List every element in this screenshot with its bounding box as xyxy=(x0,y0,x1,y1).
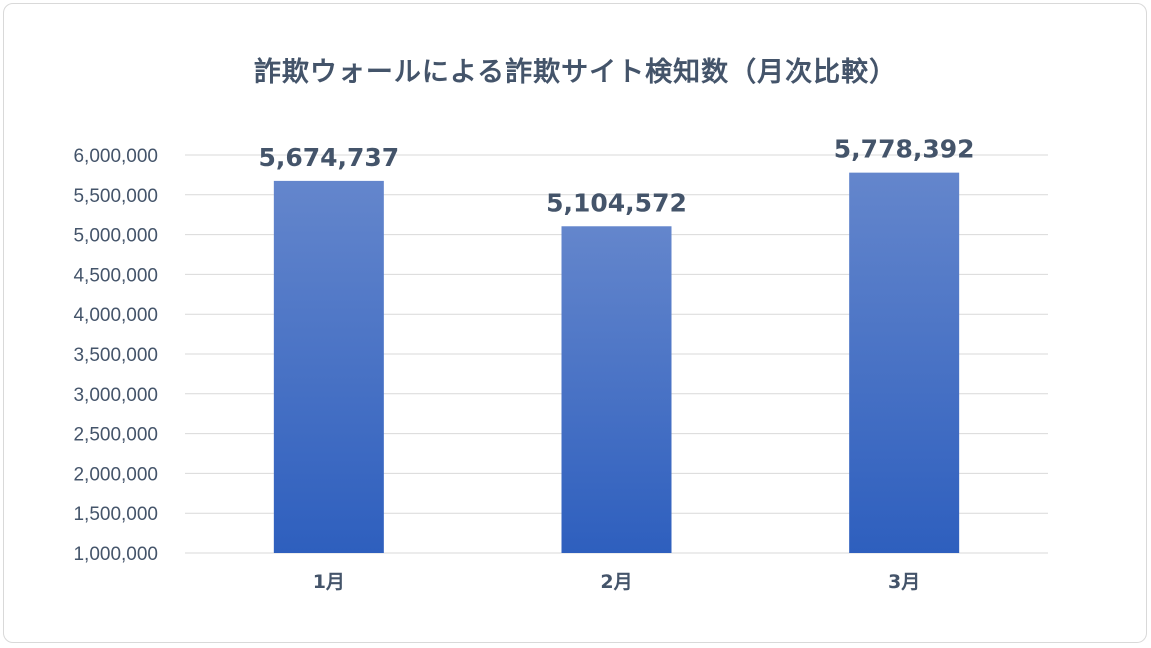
bar-data-label: 5,104,572 xyxy=(546,188,687,217)
y-tick-label: 2,500,000 xyxy=(73,425,158,446)
x-axis-categories: 1月 2月 3月 xyxy=(313,571,921,593)
y-axis-ticks: 1,000,000 1,500,000 2,000,000 2,500,000 3,00… xyxy=(73,146,158,565)
y-tick-label: 6,000,000 xyxy=(73,146,158,167)
y-tick-label: 3,500,000 xyxy=(73,345,158,366)
bar xyxy=(849,172,960,553)
y-tick-label: 5,500,000 xyxy=(73,186,158,207)
data-labels: 5,674,737 5,104,572 5,778,392 xyxy=(258,135,974,218)
y-tick-label: 2,000,000 xyxy=(73,464,158,485)
y-tick-label: 1,000,000 xyxy=(73,544,158,565)
y-tick-label: 4,000,000 xyxy=(73,305,158,326)
x-category-label: 1月 xyxy=(313,571,345,593)
bar-data-label: 5,674,737 xyxy=(258,143,399,172)
bar xyxy=(561,226,672,553)
y-tick-label: 5,000,000 xyxy=(73,226,158,247)
bar-data-label: 5,778,392 xyxy=(834,135,975,164)
bar xyxy=(273,180,384,553)
x-category-label: 2月 xyxy=(600,571,632,593)
y-tick-label: 1,500,000 xyxy=(73,504,158,525)
x-category-label: 3月 xyxy=(888,571,920,593)
chart-title: 詐欺ウォールによる詐欺サイト検知数（月次比較） xyxy=(253,57,898,88)
bars xyxy=(273,172,960,553)
y-tick-label: 3,000,000 xyxy=(73,385,158,406)
y-tick-label: 4,500,000 xyxy=(73,265,158,286)
